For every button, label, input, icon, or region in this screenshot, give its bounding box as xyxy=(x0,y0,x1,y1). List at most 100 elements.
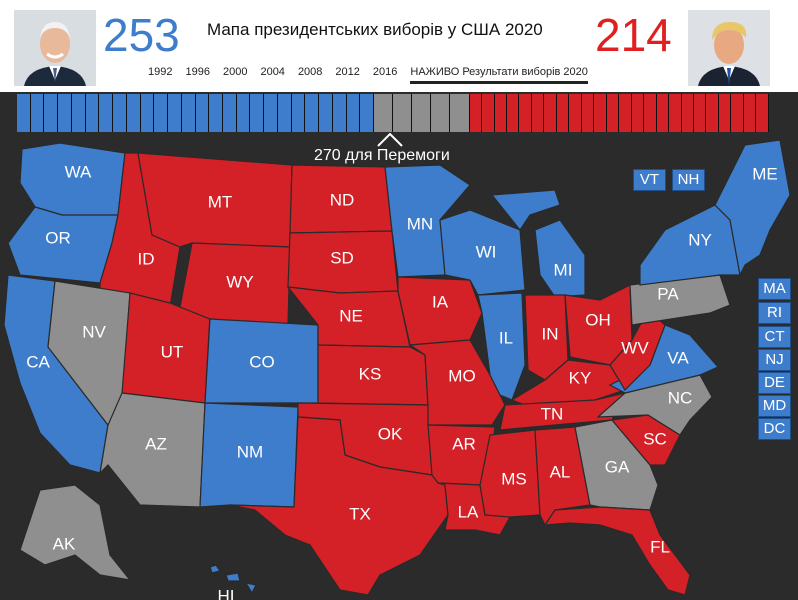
state-label-NE: NE xyxy=(339,306,363,325)
undecided-vote-segment xyxy=(393,94,412,132)
state-label-MO: MO xyxy=(448,366,475,385)
state-label-MI: MI xyxy=(554,260,573,279)
year-link[interactable]: 2000 xyxy=(222,66,248,78)
state-WI[interactable] xyxy=(439,209,526,296)
state-label-AK: AK xyxy=(53,534,76,553)
state-FL[interactable] xyxy=(543,506,691,596)
state-box-DC[interactable]: DC xyxy=(758,418,791,440)
state-label-CA: CA xyxy=(26,352,50,371)
dem-vote-segment xyxy=(319,94,332,132)
dem-vote-segment xyxy=(85,94,99,132)
electoral-vote-bar xyxy=(17,94,769,132)
year-link[interactable]: 1992 xyxy=(148,66,173,78)
state-MO[interactable] xyxy=(408,339,506,426)
dem-vote-segment xyxy=(71,94,85,132)
state-label-MT: MT xyxy=(208,192,233,211)
dem-vote-segment xyxy=(140,94,154,132)
state-box-DE[interactable]: DE xyxy=(758,372,791,394)
rep-vote-segment xyxy=(731,94,743,132)
state-AK[interactable] xyxy=(19,484,132,581)
dem-vote-segment xyxy=(277,94,291,132)
state-label-KS: KS xyxy=(359,364,382,383)
state-WV[interactable] xyxy=(609,309,666,391)
state-box-MA[interactable]: MA xyxy=(758,278,791,300)
state-label-WI: WI xyxy=(476,242,497,261)
rep-vote-segment xyxy=(631,94,644,132)
state-label-ME: ME xyxy=(752,164,778,183)
state-MI[interactable] xyxy=(490,189,586,298)
state-label-SD: SD xyxy=(330,248,354,267)
state-box-VT[interactable]: VT xyxy=(633,169,666,191)
win-threshold-label: 270 для Перемоги xyxy=(314,147,450,164)
live-results-tab[interactable]: НАЖИВО Результати виборів 2020 xyxy=(410,66,588,84)
state-label-NM: NM xyxy=(237,442,263,461)
state-TX[interactable] xyxy=(229,416,449,596)
rep-vote-segment xyxy=(669,94,681,132)
state-label-OK: OK xyxy=(378,424,403,443)
dem-electoral-count: 253 xyxy=(103,9,180,61)
year-link[interactable]: 2016 xyxy=(372,66,398,78)
state-label-ID: ID xyxy=(138,249,155,268)
state-label-NC: NC xyxy=(668,388,693,407)
state-label-IN: IN xyxy=(542,324,559,343)
rep-vote-segment xyxy=(706,94,718,132)
state-box-NH[interactable]: NH xyxy=(672,169,705,191)
state-HI[interactable] xyxy=(209,564,257,595)
state-label-MN: MN xyxy=(407,214,433,233)
dem-vote-segment xyxy=(154,94,168,132)
state-box-RI[interactable]: RI xyxy=(758,302,791,324)
dem-vote-segment xyxy=(236,94,250,132)
state-label-IL: IL xyxy=(499,328,513,347)
state-IL[interactable] xyxy=(477,292,526,401)
state-box-CT[interactable]: CT xyxy=(758,326,791,348)
dem-vote-segment xyxy=(346,94,360,132)
dem-vote-segment xyxy=(44,94,58,132)
state-label-TN: TN xyxy=(541,404,564,423)
rep-vote-segment xyxy=(506,94,519,132)
rep-vote-segment xyxy=(756,94,768,132)
rep-vote-segment xyxy=(644,94,656,132)
rep-vote-segment xyxy=(743,94,756,132)
state-label-UT: UT xyxy=(161,342,184,361)
rep-vote-segment xyxy=(519,94,531,132)
dem-vote-segment xyxy=(250,94,264,132)
dem-vote-segment xyxy=(17,94,30,132)
state-label-CO: CO xyxy=(249,352,275,371)
year-link[interactable]: 2012 xyxy=(335,66,360,78)
dem-vote-segment xyxy=(264,94,277,132)
rep-vote-segment xyxy=(544,94,556,132)
rep-vote-segment xyxy=(681,94,693,132)
biden-photo xyxy=(14,10,96,86)
state-box-NJ[interactable]: NJ xyxy=(758,349,791,371)
rep-vote-segment xyxy=(482,94,494,132)
state-label-WY: WY xyxy=(226,272,253,291)
year-link[interactable]: 1996 xyxy=(185,66,210,78)
state-box-MD[interactable]: MD xyxy=(758,395,791,417)
state-label-KY: KY xyxy=(569,368,592,387)
dem-vote-segment xyxy=(360,94,374,132)
rep-vote-segment xyxy=(581,94,594,132)
page-title: Мапа президентських виборів у США 2020 xyxy=(207,20,543,39)
us-election-map: WA OR CA ID NV UT AZ MT WY CO NM ND SD NE KS OK TX MN IA MO… xyxy=(3,139,791,600)
state-label-AL: AL xyxy=(550,462,571,481)
year-link[interactable]: 2004 xyxy=(260,66,285,78)
dem-vote-segment xyxy=(99,94,113,132)
dem-vote-segment xyxy=(209,94,223,132)
dem-vote-segment xyxy=(126,94,140,132)
dem-vote-segment xyxy=(181,94,195,132)
rep-vote-segment xyxy=(494,94,506,132)
rep-vote-segment xyxy=(594,94,606,132)
state-label-IA: IA xyxy=(432,292,449,311)
dem-vote-segment xyxy=(168,94,181,132)
rep-vote-segment xyxy=(469,94,482,132)
state-label-OH: OH xyxy=(585,310,611,329)
dem-vote-segment xyxy=(113,94,126,132)
state-label-FL: FL xyxy=(650,537,670,556)
year-link[interactable]: 2008 xyxy=(297,66,323,78)
rep-vote-segment xyxy=(531,94,544,132)
state-label-NY: NY xyxy=(688,230,712,249)
state-label-SC: SC xyxy=(643,429,667,448)
dem-vote-segment xyxy=(30,94,44,132)
state-NE-region[interactable] xyxy=(714,139,791,277)
rep-vote-segment xyxy=(718,94,731,132)
